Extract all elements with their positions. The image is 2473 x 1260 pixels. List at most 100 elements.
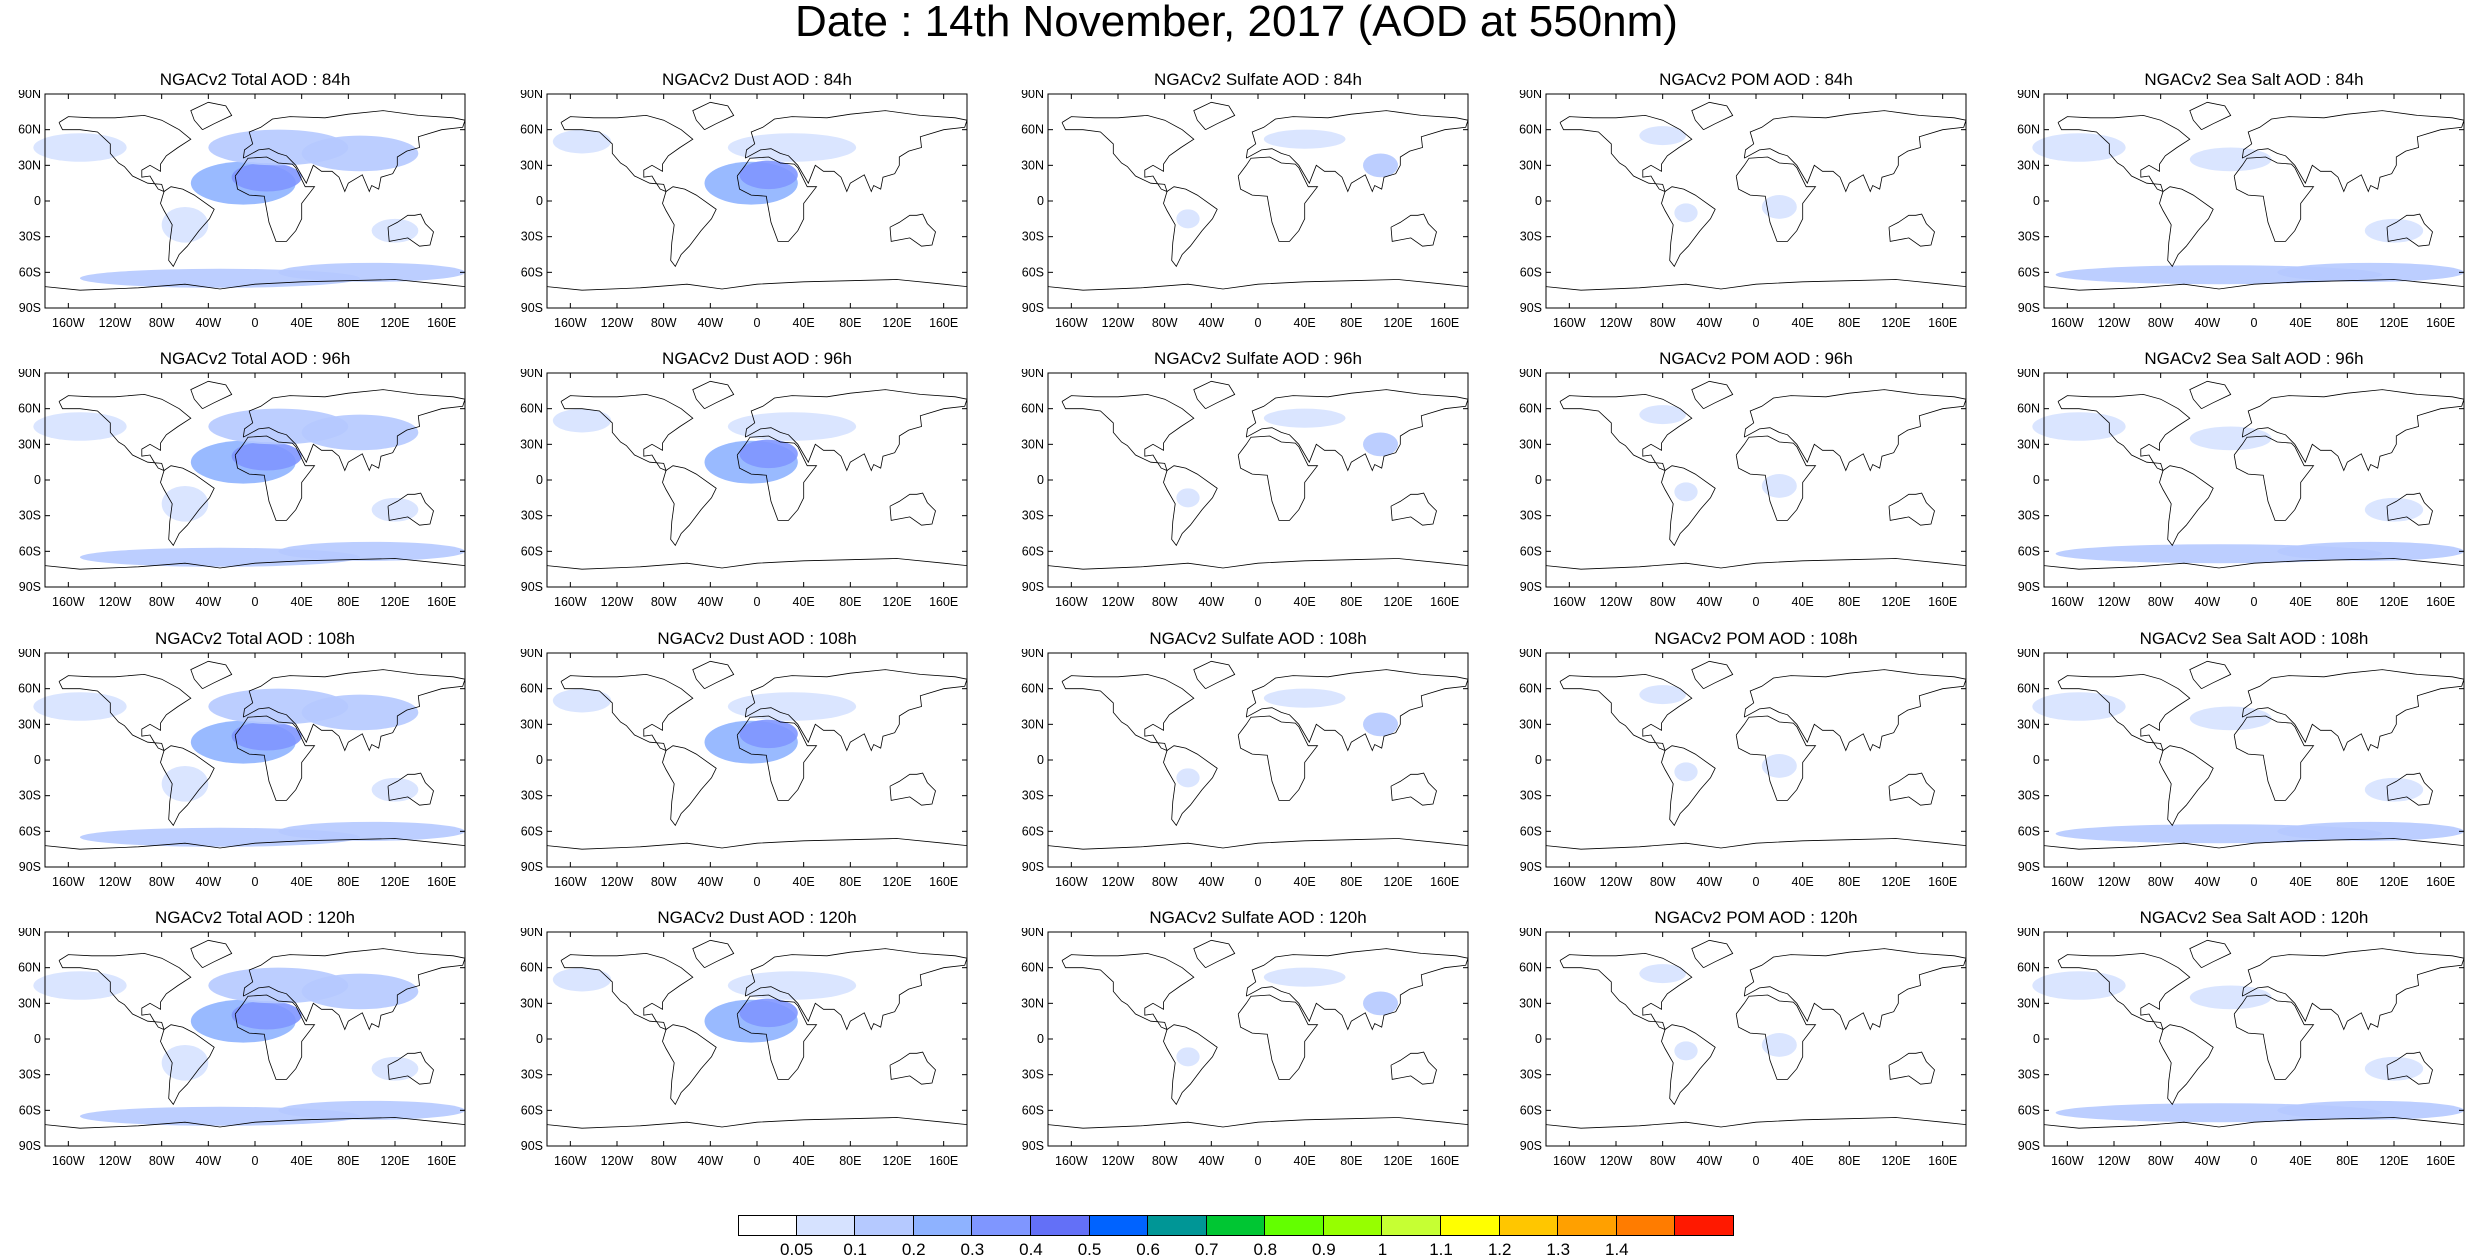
lat-label: 90N bbox=[1021, 90, 1044, 101]
aod-field bbox=[2032, 971, 2126, 1000]
coastline bbox=[190, 939, 233, 969]
lat-label: 90S bbox=[1022, 580, 1044, 594]
coastline bbox=[160, 465, 215, 547]
lon-label: 40E bbox=[1792, 595, 1814, 609]
aod-field bbox=[301, 414, 419, 451]
lon-label: 120E bbox=[2379, 595, 2408, 609]
coastline bbox=[1193, 939, 1236, 969]
lat-label: 60N bbox=[1519, 961, 1542, 975]
aod-field bbox=[1363, 991, 1398, 1016]
coastline bbox=[1237, 715, 1319, 801]
world-map: 90N 60N 30N 0 30S 60S 90S 160W 120W 80W 40W 0 40E 80E… bbox=[18, 928, 466, 1168]
coastline bbox=[160, 186, 215, 268]
lon-label: 80E bbox=[1340, 316, 1362, 330]
lat-label: 90S bbox=[2018, 580, 2040, 594]
coastline bbox=[1735, 156, 1817, 242]
lat-label: 30N bbox=[520, 158, 543, 172]
coastline bbox=[560, 393, 694, 472]
coastline bbox=[1047, 558, 1469, 570]
world-map: 90N 60N 30N 0 30S 60S 90S 160W 120W 80W 40W 0 40E 80E… bbox=[2017, 649, 2465, 889]
coastline bbox=[889, 1051, 936, 1085]
coastline bbox=[2241, 948, 2465, 1031]
coastline bbox=[546, 558, 968, 570]
lon-label: 160W bbox=[554, 316, 587, 330]
lat-label: 30N bbox=[1519, 996, 1542, 1010]
world-map: 90N 60N 30N 0 30S 60S 90S 160W 120W 80W 40W 0 40E 80E… bbox=[1021, 928, 1469, 1168]
lat-label: 0 bbox=[1535, 1032, 1542, 1046]
aod-field bbox=[231, 162, 302, 192]
lat-label: 30N bbox=[1519, 717, 1542, 731]
aod-field bbox=[2189, 706, 2272, 731]
aod-field bbox=[1674, 1041, 1698, 1061]
lon-label: 120E bbox=[1383, 595, 1412, 609]
coastline bbox=[2189, 380, 2232, 410]
map-frame bbox=[1047, 372, 1469, 588]
lon-label: 160E bbox=[2426, 1154, 2455, 1168]
coastline bbox=[44, 558, 466, 570]
aod-field bbox=[278, 262, 465, 282]
lat-label: 30N bbox=[18, 437, 41, 451]
aod-field bbox=[1176, 209, 1200, 229]
panel-title: NGACv2 Dust AOD : 96h bbox=[662, 349, 852, 368]
lat-label: 30S bbox=[19, 230, 41, 244]
lon-label: 120E bbox=[1881, 875, 1910, 889]
coastline bbox=[242, 948, 466, 1031]
panel-title: NGACv2 Dust AOD : 108h bbox=[657, 629, 857, 648]
coastline bbox=[1559, 114, 1693, 193]
lat-label: 30N bbox=[520, 717, 543, 731]
lon-label: 120E bbox=[1881, 316, 1910, 330]
lon-label: 120W bbox=[601, 316, 634, 330]
lat-label: 60S bbox=[19, 824, 41, 838]
lon-label: 80W bbox=[1650, 875, 1676, 889]
aod-field bbox=[33, 412, 127, 441]
coastline bbox=[2241, 669, 2465, 752]
lat-label: 90N bbox=[520, 649, 543, 660]
colorbar-swatch bbox=[855, 1215, 914, 1236]
coastline bbox=[560, 673, 694, 752]
lon-label: 80W bbox=[1152, 1154, 1178, 1168]
lat-label: 30S bbox=[1520, 230, 1542, 244]
coastline bbox=[1743, 110, 1967, 193]
coastline bbox=[662, 1024, 717, 1106]
lon-label: 160E bbox=[929, 595, 958, 609]
coastline bbox=[1735, 435, 1817, 521]
lat-label: 90N bbox=[2017, 649, 2040, 660]
lat-label: 30N bbox=[520, 996, 543, 1010]
world-map: 90N 60N 30N 0 30S 60S 90S 160W 120W 80W 40W 0 40E 80E… bbox=[1519, 90, 1967, 330]
lon-label: 40E bbox=[1792, 1154, 1814, 1168]
lon-label: 80W bbox=[2148, 875, 2174, 889]
coastline bbox=[736, 435, 818, 521]
lat-label: 90N bbox=[1519, 649, 1542, 660]
lat-label: 60N bbox=[2017, 682, 2040, 696]
colorbar-swatch bbox=[1441, 1215, 1500, 1236]
lat-label: 30N bbox=[1021, 717, 1044, 731]
lon-label: 80W bbox=[149, 595, 175, 609]
coastline bbox=[2386, 213, 2433, 247]
lat-label: 90S bbox=[2018, 860, 2040, 874]
coastline bbox=[1245, 389, 1469, 472]
lon-label: 80E bbox=[839, 875, 861, 889]
lat-label: 60N bbox=[2017, 402, 2040, 416]
coastline bbox=[1390, 1051, 1437, 1085]
lon-label: 160W bbox=[1055, 875, 1088, 889]
aod-field bbox=[2277, 541, 2464, 561]
lon-label: 80W bbox=[1650, 595, 1676, 609]
lon-label: 80W bbox=[2148, 1154, 2174, 1168]
lat-label: 30N bbox=[1519, 158, 1542, 172]
lon-label: 40E bbox=[793, 316, 815, 330]
map-panel: NGACv2 POM AOD : 96h 90N 60N 30N 0 30S 60S 90S 1… bbox=[1501, 349, 1981, 623]
panel-title: NGACv2 Sulfate AOD : 120h bbox=[1149, 908, 1367, 927]
aod-field bbox=[739, 719, 798, 749]
coastline bbox=[1559, 673, 1693, 752]
lat-label: 90S bbox=[521, 860, 543, 874]
lat-label: 90S bbox=[1520, 301, 1542, 315]
lat-label: 0 bbox=[34, 194, 41, 208]
lon-label: 40W bbox=[697, 316, 723, 330]
coastline bbox=[1237, 994, 1319, 1080]
lon-label: 160E bbox=[1928, 1154, 1957, 1168]
lat-label: 30S bbox=[19, 509, 41, 523]
lat-label: 60S bbox=[19, 265, 41, 279]
lon-label: 80W bbox=[149, 316, 175, 330]
coastline bbox=[190, 380, 233, 410]
lon-label: 40E bbox=[1294, 316, 1316, 330]
